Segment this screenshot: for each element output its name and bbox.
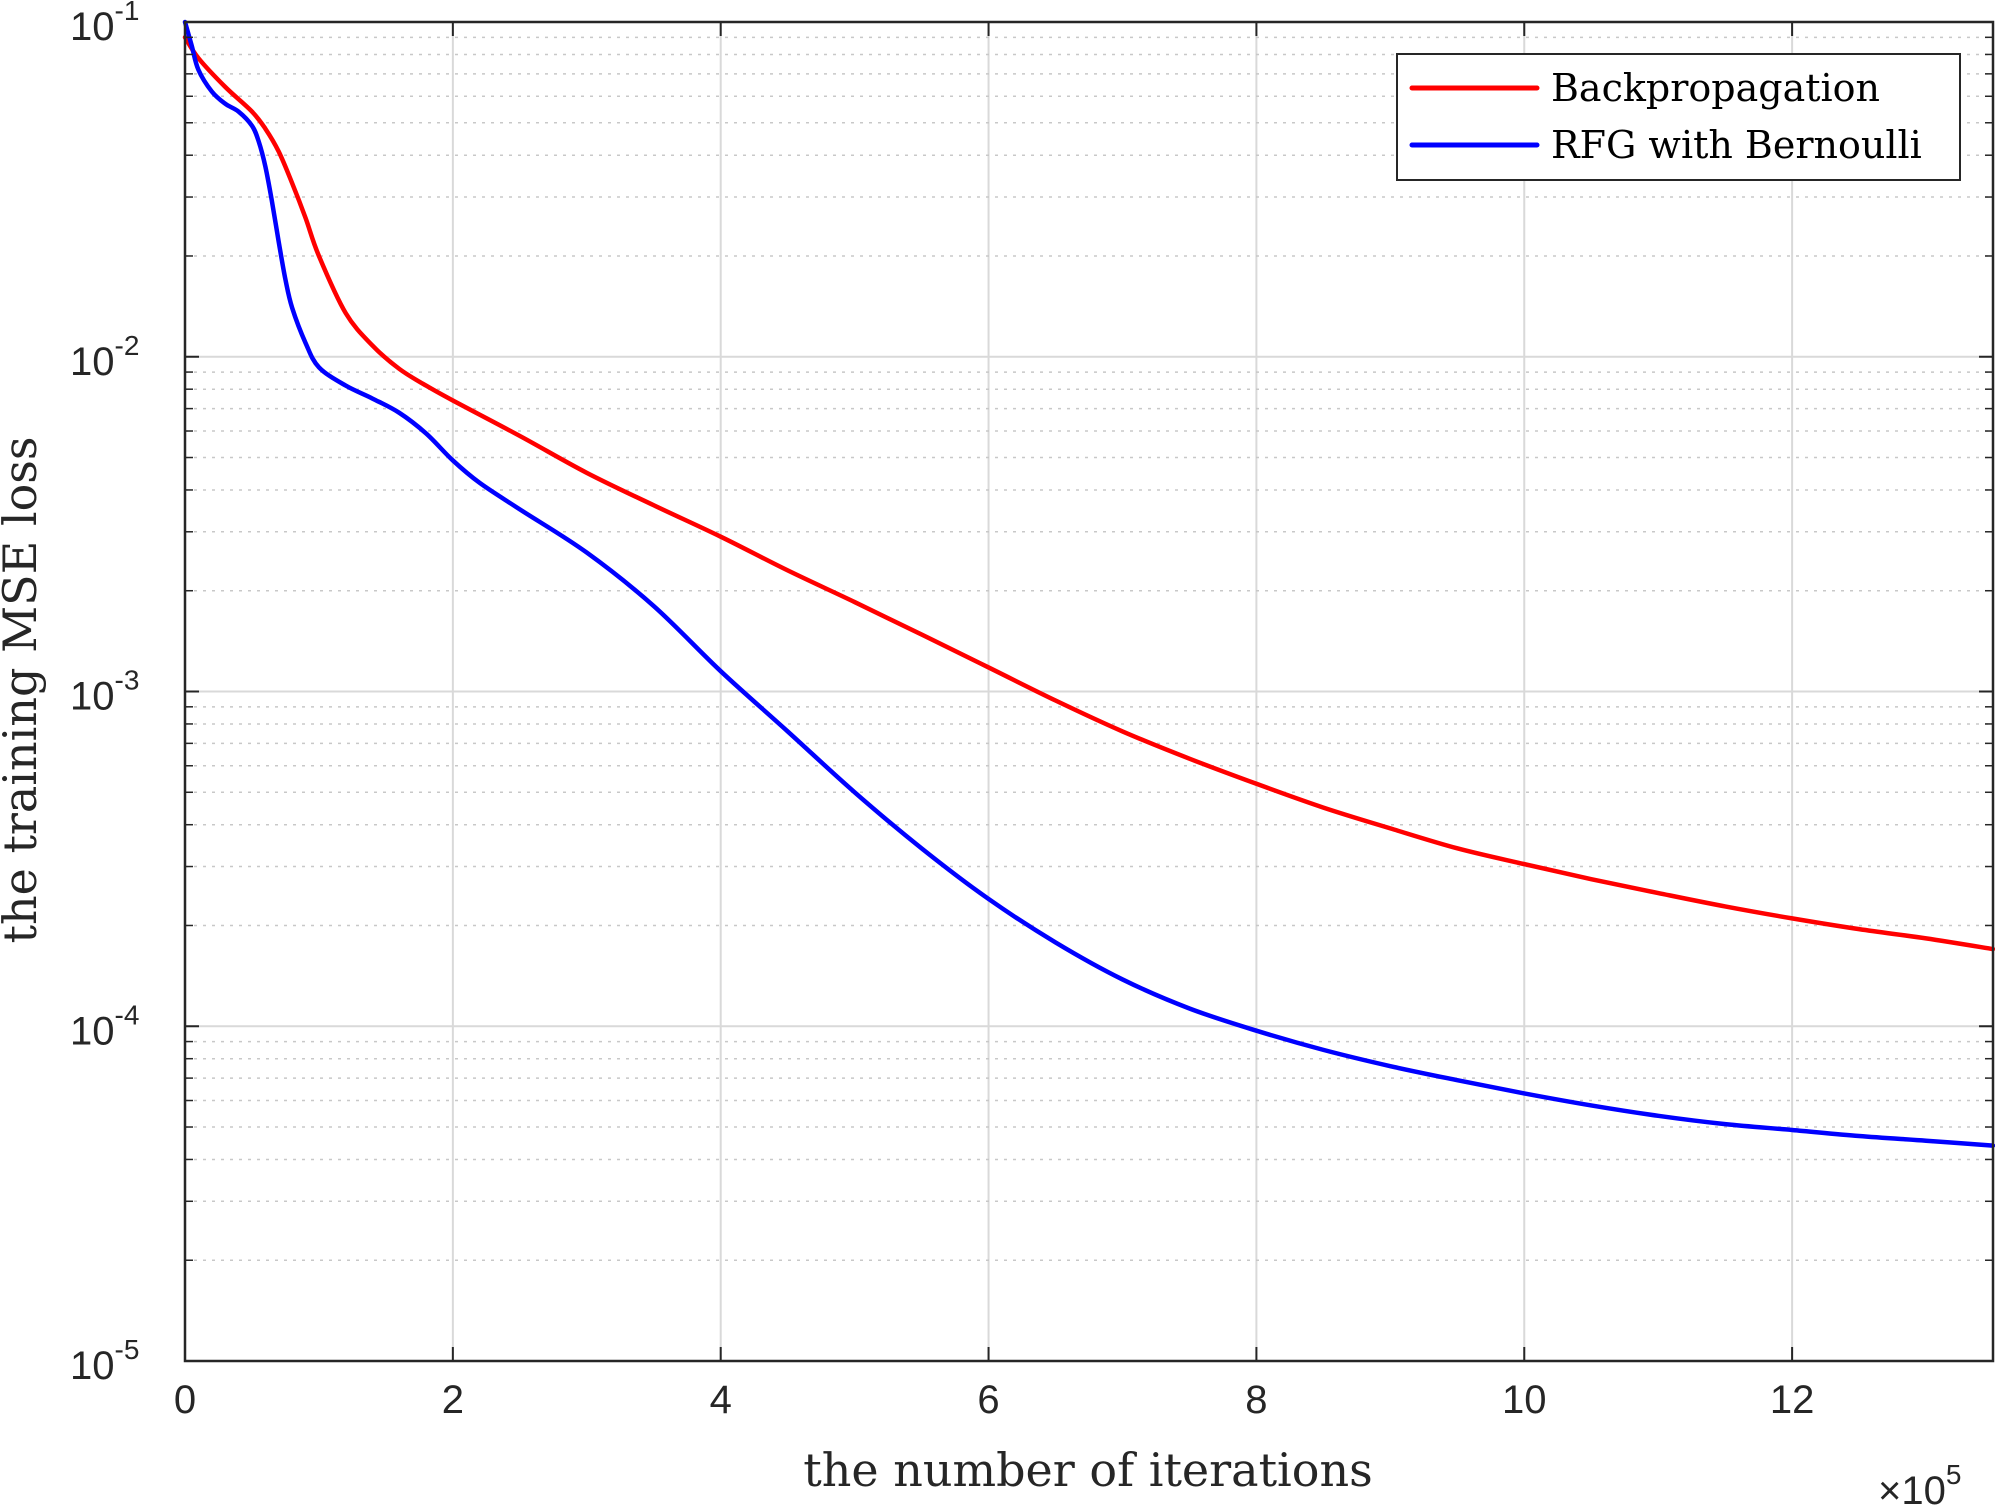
series-lines [182,19,1995,1148]
y-tick-label: 10-4 [70,999,139,1053]
legend: Backpropagation RFG with Bernoulli [1396,53,1961,181]
y-tick-label: 10-1 [70,0,139,49]
series-line-rfg-with-bernoulli [182,19,1995,1148]
y-tick-label-exponent: -1 [115,0,140,26]
x-tick-label: 2 [442,1378,464,1422]
y-tick-label: 10-5 [70,1334,139,1388]
x-multiplier-base: ×10 [1878,1469,1946,1506]
x-tick-label: 0 [174,1378,196,1422]
legend-box [1396,53,1961,181]
series-line-backpropagation [182,35,1995,952]
y-axis-label: the training MSE loss [0,436,47,943]
y-tick-label-base: 10 [70,1344,115,1388]
x-tick-label: 10 [1502,1378,1547,1422]
y-tick-label: 10-2 [70,330,139,384]
y-tick-label-exponent: -3 [115,665,140,696]
x-tick-label: 12 [1770,1378,1815,1422]
legend-label-backpropagation: Backpropagation [1551,66,1880,110]
x-tick-label: 8 [1245,1378,1267,1422]
x-axis-label: the number of iterations [803,1443,1372,1497]
x-tick-label: 4 [710,1378,732,1422]
y-tick-label-base: 10 [70,5,115,49]
y-tick-label-base: 10 [70,1009,115,1053]
y-tick-label-exponent: -2 [115,330,140,361]
x-tick-label: 6 [977,1378,999,1422]
y-tick-label-exponent: -5 [115,1334,140,1365]
y-tick-label-base: 10 [70,340,115,384]
y-tick-label-exponent: -4 [115,999,140,1030]
x-axis-multiplier: ×105 [1878,1459,1961,1506]
x-multiplier-exponent: 5 [1946,1459,1962,1490]
y-tick-label-base: 10 [70,675,115,719]
y-tick-label: 10-3 [70,665,139,719]
legend-label-rfg-with-bernoulli: RFG with Bernoulli [1551,123,1922,167]
